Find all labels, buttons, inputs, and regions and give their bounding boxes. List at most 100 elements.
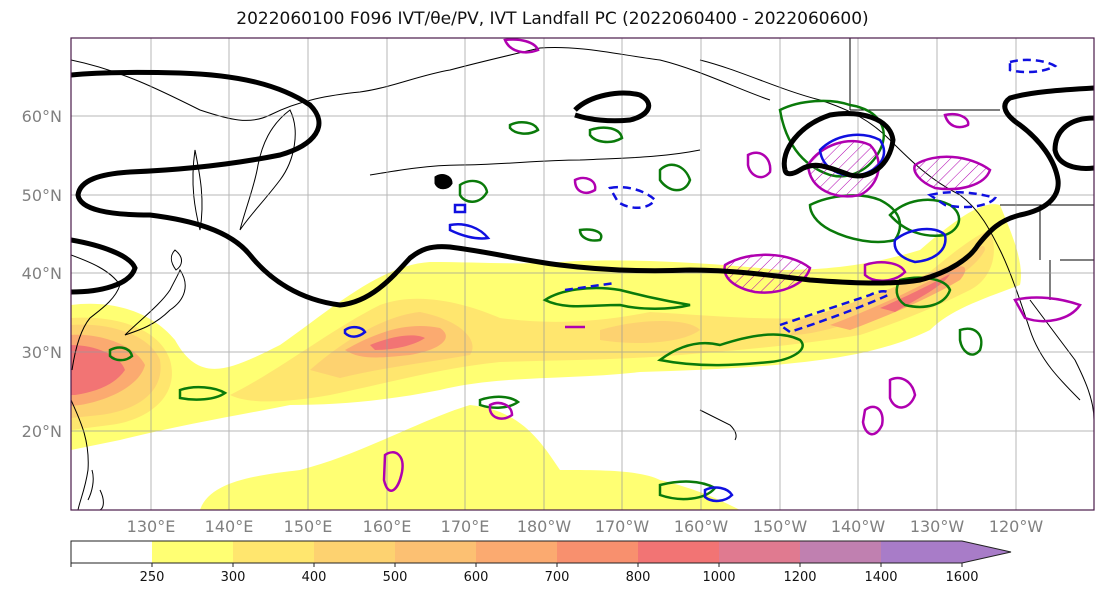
magenta-contour: [943, 113, 970, 129]
colorbar-cell: [71, 541, 152, 563]
longitude-labels: 130°E 140°E 150°E 160°E 170°E 180°W 170°…: [127, 517, 1044, 536]
green-contour: [588, 126, 624, 144]
magenta-contour: [888, 376, 917, 409]
blue-contour-dashed: [926, 190, 998, 209]
thick-black-contours: [71, 69, 1094, 308]
map-panel: 60°N 50°N 40°N 30°N 20°N 130°E 140°E 150…: [22, 37, 1095, 536]
ivt-band-300: [71, 230, 994, 430]
map-title: 2022060100 F096 IVT/θe/PV, IVT Landfall …: [236, 9, 869, 29]
colorbar-cell: [233, 541, 314, 563]
blue-contour: [453, 203, 467, 214]
lon-label: 140°E: [205, 517, 254, 536]
black-contour-loop: [781, 111, 896, 179]
blue-contour-dashed: [608, 185, 657, 209]
coast-taiwan-philippines: [87, 469, 104, 510]
lat-label-50n: 50°N: [22, 186, 62, 205]
green-contour: [458, 179, 489, 203]
state-borders: [1039, 205, 1094, 300]
black-contour-loop: [573, 90, 652, 124]
lon-label: 120°W: [989, 517, 1044, 536]
lon-label: 160°E: [363, 517, 412, 536]
colorbar-tick-label: 1400: [864, 570, 897, 585]
blue-contour: [893, 227, 947, 264]
colorbar-outline: [70, 540, 1012, 564]
lon-label: 160°W: [674, 517, 729, 536]
blue-contour-dashed: [1008, 58, 1058, 74]
blue-contours: [343, 58, 1058, 503]
coast-japan: [124, 249, 186, 336]
colorbar-cell: [395, 541, 476, 563]
colorbar-cell: [152, 541, 233, 563]
map-frame: [70, 37, 1095, 511]
ivt-band-250-south: [200, 405, 740, 510]
lat-label-40n: 40°N: [22, 264, 62, 283]
coast-korea-china: [71, 254, 121, 510]
colorbar-tick-label: 1200: [783, 570, 816, 585]
colorbar-labels: 250 300 400 500 600 700 800 1000 1200 1400 1600: [70, 563, 979, 585]
green-contour: [888, 198, 961, 237]
colorbar-tick-label: 300: [221, 570, 246, 585]
colorbar-tick-label: 400: [302, 570, 327, 585]
green-contour: [657, 333, 804, 367]
blue-contour: [448, 223, 491, 240]
coast-mexico: [1029, 299, 1094, 421]
blue-contour-dashed: [777, 290, 890, 334]
colorbar-cell: [719, 541, 800, 563]
coast-asia-north: [71, 47, 771, 121]
green-contour: [778, 99, 885, 178]
magenta-contour: [382, 451, 404, 492]
lat-label-60n: 60°N: [22, 107, 62, 126]
green-contour: [658, 163, 692, 192]
black-contour-loop: [1052, 115, 1094, 171]
magenta-contour: [861, 405, 884, 436]
coast-sakhalin: [192, 149, 203, 231]
lon-label: 150°E: [284, 517, 333, 536]
magenta-contour: [863, 261, 907, 282]
colorbar-tick-label: 800: [626, 570, 651, 585]
coastlines: [71, 38, 1094, 510]
green-contour: [478, 395, 521, 409]
colorbar-tick-label: 600: [464, 570, 489, 585]
magenta-contour: [488, 401, 514, 420]
blue-contour-dashed: [564, 281, 616, 292]
blue-contour: [343, 325, 367, 338]
green-contour: [108, 346, 134, 362]
colorbar-tick-label: 500: [383, 570, 408, 585]
coast-hawaii: [699, 409, 737, 441]
coast-kamchatka: [239, 109, 296, 231]
green-contour: [542, 286, 691, 310]
lon-label: 130°W: [910, 517, 965, 536]
colorbar-cell: [476, 541, 557, 563]
magenta-contour: [573, 176, 597, 194]
lon-label: 180°W: [517, 517, 572, 536]
colorbar-cell: [557, 541, 638, 563]
green-contour: [578, 228, 603, 242]
magenta-contour-hatched: [913, 155, 992, 191]
colorbar-cell: [800, 541, 881, 563]
lat-label-30n: 30°N: [22, 343, 62, 362]
lon-label: 140°W: [831, 517, 886, 536]
colorbar: 250 300 400 500 600 700 800 1000 1200 1400 1600: [70, 540, 1012, 585]
colorbar-cell: [314, 541, 395, 563]
colorbar-cell-extend: [881, 541, 1011, 563]
coast-alaska: [699, 59, 1081, 401]
magenta-contour: [746, 151, 772, 179]
lon-label: 130°E: [127, 517, 176, 536]
green-contour: [508, 121, 540, 135]
blue-contour: [703, 486, 734, 503]
colorbar-tick-label: 700: [545, 570, 570, 585]
colorbar-tick-label: 250: [140, 570, 165, 585]
lon-label: 150°W: [753, 517, 808, 536]
black-contour-main: [71, 69, 1094, 308]
black-blob: [434, 174, 453, 190]
colorbar-tick-label: 1600: [945, 570, 978, 585]
magenta-contour-hatched: [806, 139, 880, 198]
magenta-contour: [1013, 296, 1082, 323]
green-contour: [958, 327, 983, 356]
latitude-labels: 60°N 50°N 40°N 30°N 20°N: [22, 107, 62, 441]
lon-label: 170°E: [441, 517, 490, 536]
ivt-band-400: [71, 245, 985, 418]
magenta-contour: [503, 38, 540, 54]
coast-aleutians: [369, 149, 701, 176]
